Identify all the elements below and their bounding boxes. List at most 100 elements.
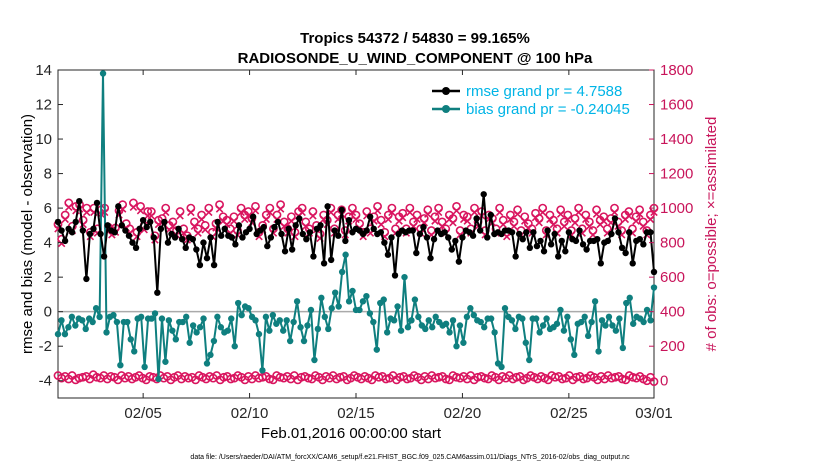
axis-ticks: -4 -2 0 2 4 6 8 10 12 14 0 200 400 600 800 1000 1200 1400… bbox=[35, 62, 693, 422]
obs-assimilated-point bbox=[625, 212, 633, 220]
rmse-point bbox=[473, 215, 480, 222]
bias-point bbox=[179, 318, 186, 326]
rmse-point bbox=[484, 234, 491, 241]
rmse-point bbox=[129, 239, 136, 246]
bias-point bbox=[92, 305, 100, 312]
rmse-point bbox=[515, 230, 523, 238]
bias-point bbox=[314, 325, 322, 333]
y-right-tick-label: 600 bbox=[660, 269, 685, 286]
y-left-tick-label: -4 bbox=[39, 373, 52, 390]
obs-assimilated-point bbox=[61, 215, 69, 224]
rmse-point bbox=[288, 246, 296, 253]
rmse-point bbox=[228, 234, 236, 241]
obs-assimilated-point bbox=[413, 215, 421, 224]
bias-point bbox=[404, 324, 412, 331]
bias-point bbox=[172, 336, 180, 343]
data-file-footnote: data file: /Users/raeder/DAI/ATM_forcXX/… bbox=[190, 454, 630, 461]
bias-point bbox=[311, 356, 318, 364]
bias-point bbox=[467, 305, 474, 312]
bias-point bbox=[231, 343, 238, 350]
rmse-point bbox=[324, 203, 331, 210]
rmse-point bbox=[143, 223, 150, 231]
rmse-point bbox=[278, 230, 285, 238]
rmse-point bbox=[640, 241, 647, 248]
rmse-point bbox=[555, 253, 562, 260]
rmse-point bbox=[178, 235, 186, 243]
obs-assimilated-point bbox=[205, 208, 213, 217]
bias-point bbox=[616, 315, 623, 322]
rmse-point bbox=[264, 242, 271, 250]
bias-point bbox=[481, 324, 488, 331]
x-tick-label: 02/05 bbox=[124, 405, 162, 422]
obs-possible-point bbox=[579, 374, 588, 384]
bias-point bbox=[58, 317, 65, 324]
rmse-point bbox=[150, 234, 157, 241]
bias-point bbox=[553, 320, 561, 327]
rmse-point bbox=[214, 218, 221, 226]
y-left-tick-label: 4 bbox=[44, 235, 52, 252]
chart-title-line-1: Tropics 54372 / 54830 = 99.165% bbox=[300, 30, 530, 47]
bias-point bbox=[581, 313, 588, 321]
bias-point bbox=[290, 318, 297, 326]
obs-assimilated-point bbox=[506, 215, 515, 224]
bias-point bbox=[293, 298, 301, 305]
bias-point bbox=[363, 292, 370, 300]
rmse-point bbox=[182, 244, 189, 252]
rmse-point bbox=[636, 235, 644, 243]
bias-point bbox=[245, 305, 252, 312]
obs-assimilated-point bbox=[632, 217, 640, 225]
obs-assimilated-point bbox=[592, 210, 601, 218]
bias-point bbox=[342, 251, 349, 258]
rmse-point bbox=[625, 229, 633, 236]
bias-point bbox=[595, 348, 602, 355]
obs-assimilated-point bbox=[309, 212, 317, 220]
legend: rmse grand pr = 4.7588 bias grand pr = -… bbox=[432, 83, 630, 118]
rmse-point bbox=[171, 234, 179, 241]
obs-assimilated-point bbox=[434, 208, 443, 217]
bias-point bbox=[453, 343, 460, 350]
bias-point bbox=[422, 325, 429, 333]
bias-point bbox=[557, 306, 564, 314]
obs-assimilated-point bbox=[582, 215, 590, 224]
y-right-tick-label: 1800 bbox=[660, 62, 693, 79]
y-left-tick-label: 6 bbox=[44, 200, 52, 217]
bias-point bbox=[103, 329, 110, 336]
rmse-point bbox=[100, 253, 108, 260]
rmse-point bbox=[388, 234, 395, 241]
rmse-point bbox=[455, 258, 463, 265]
bias-point bbox=[598, 317, 606, 324]
bias-point bbox=[224, 327, 231, 334]
rmse-point bbox=[430, 235, 438, 243]
obs-assimilated-point bbox=[237, 208, 245, 217]
rmse-point bbox=[476, 227, 484, 234]
bias-point bbox=[99, 70, 107, 77]
bias-point bbox=[578, 318, 585, 326]
bias-point bbox=[200, 315, 207, 322]
obs-possible-point bbox=[617, 374, 627, 384]
obs-assimilated-point bbox=[510, 222, 518, 230]
bias-point bbox=[470, 311, 478, 319]
bias-point bbox=[113, 318, 121, 326]
rmse-point bbox=[136, 225, 143, 233]
obs-assimilated-point bbox=[215, 205, 224, 213]
rmse-point bbox=[111, 229, 118, 236]
x-tick-label: 03/01 bbox=[635, 405, 673, 422]
bias-point bbox=[189, 322, 197, 329]
rmse-point bbox=[611, 215, 619, 222]
rmse-point bbox=[384, 251, 392, 258]
obs-assimilated-point bbox=[384, 215, 393, 224]
bias-point bbox=[148, 315, 155, 322]
obs-assimilated-point bbox=[531, 213, 540, 222]
bias-point bbox=[193, 329, 200, 336]
rmse-point bbox=[97, 230, 104, 238]
rmse-point bbox=[618, 244, 626, 252]
bias-point bbox=[456, 322, 464, 329]
bias-point bbox=[605, 313, 613, 321]
bias-point bbox=[196, 324, 204, 331]
rmse-point bbox=[459, 234, 466, 241]
rmse-point bbox=[562, 248, 569, 255]
bias-point bbox=[110, 311, 117, 319]
bias-point bbox=[307, 306, 315, 314]
rmse-point bbox=[608, 230, 615, 238]
bias-point bbox=[158, 315, 166, 322]
